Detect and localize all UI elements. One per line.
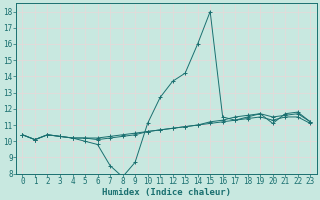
X-axis label: Humidex (Indice chaleur): Humidex (Indice chaleur) [102,188,231,197]
